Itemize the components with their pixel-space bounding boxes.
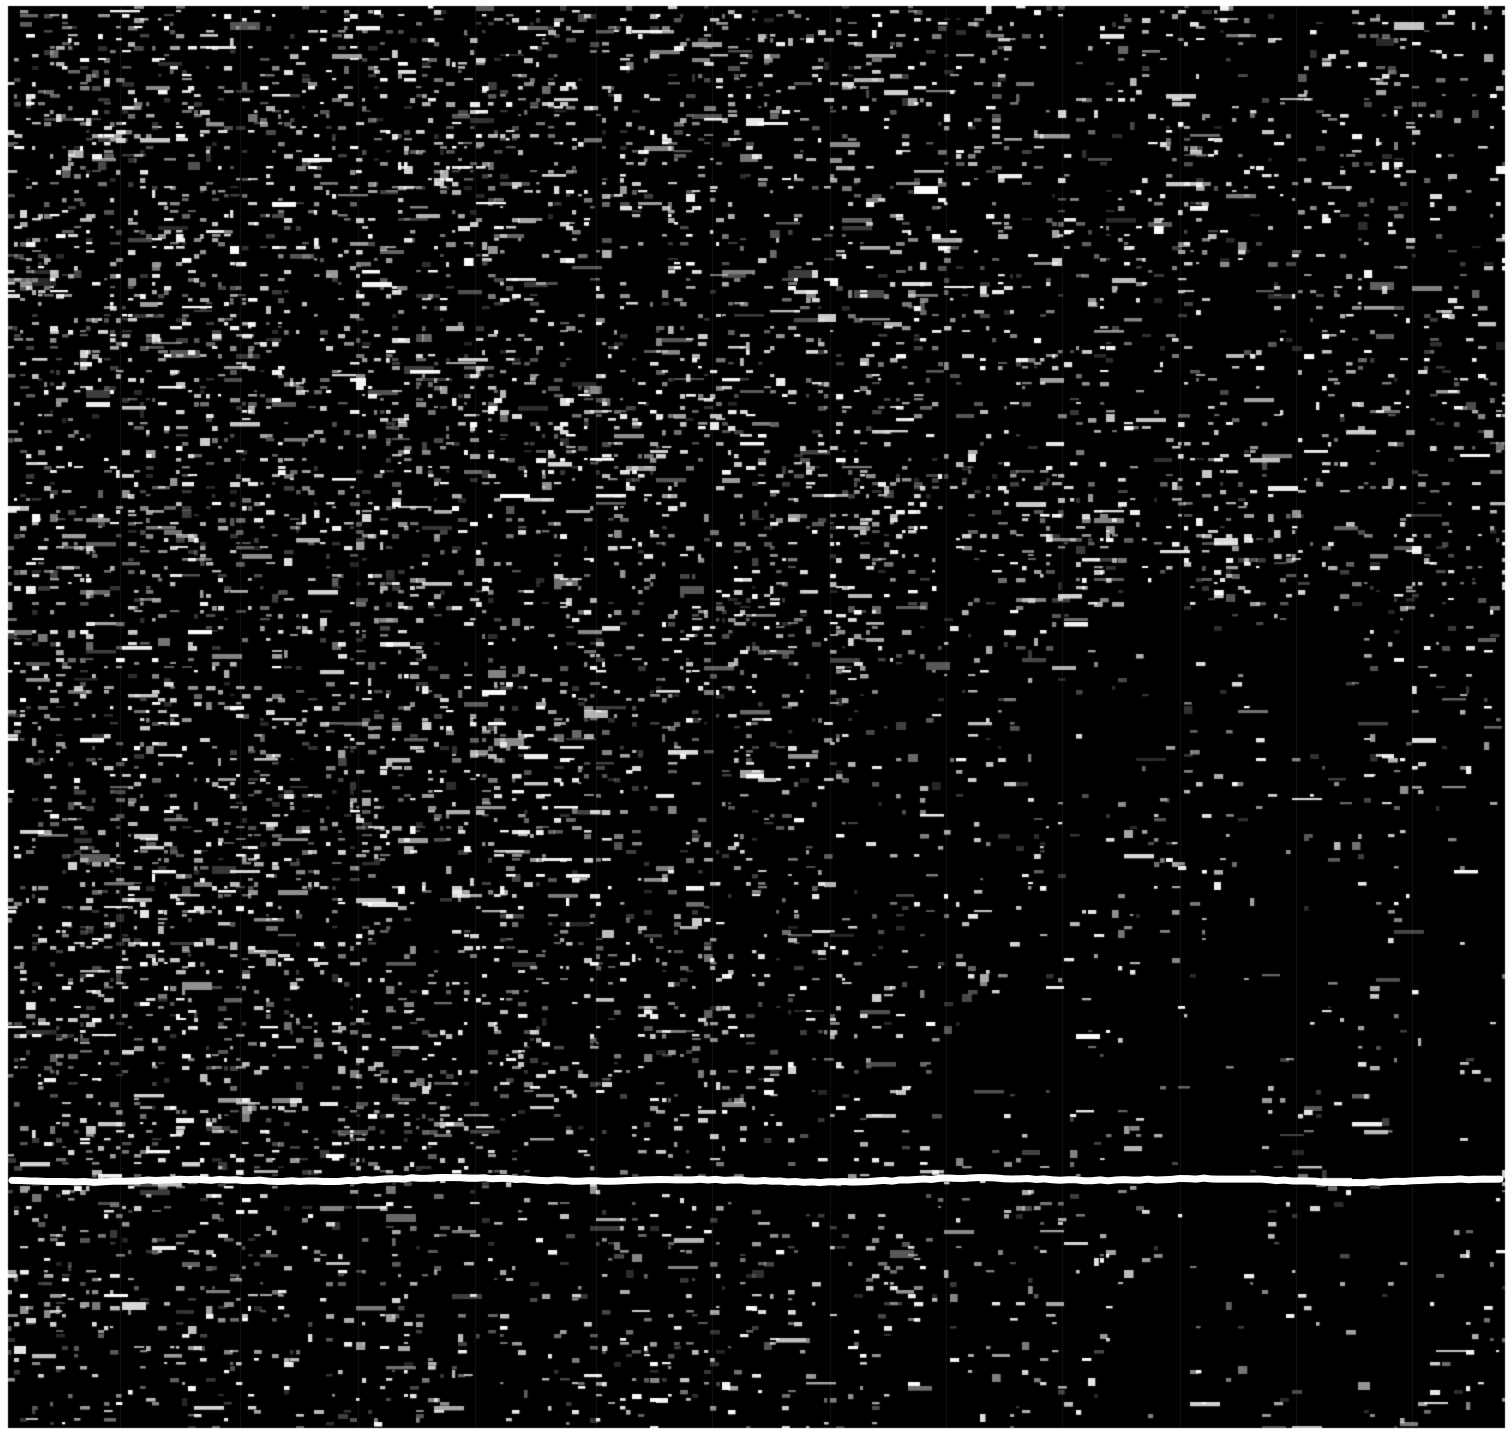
speckle-noise-field	[0, 0, 1507, 1436]
speckle-texture-image	[0, 0, 1507, 1436]
